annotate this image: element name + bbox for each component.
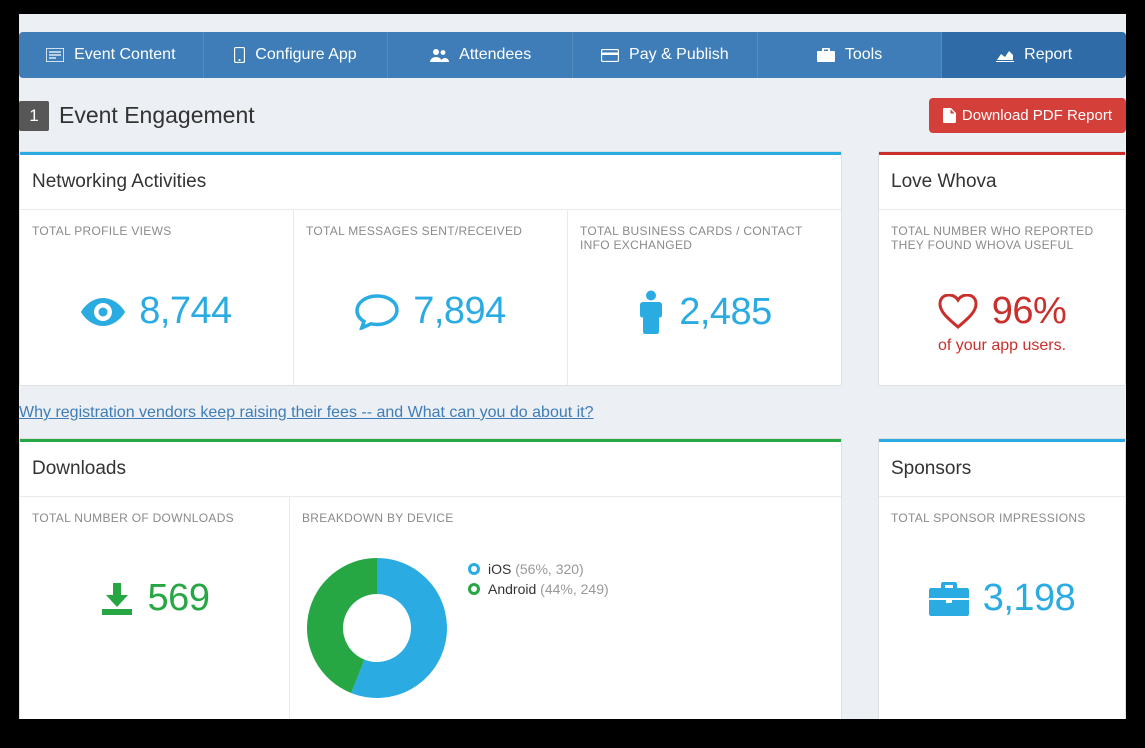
downloads-panel: Downloads TOTAL NUMBER OF DOWNLOADS 569 … xyxy=(19,438,842,719)
legend-label: iOS (56%, 320) xyxy=(488,561,584,577)
download-pdf-label: Download PDF Report xyxy=(962,107,1112,124)
love-subtext: of your app users. xyxy=(891,337,1113,355)
tab-label: Attendees xyxy=(459,46,531,64)
step-badge: 1 xyxy=(19,101,49,131)
legend-item-ios: iOS (56%, 320) xyxy=(468,561,609,577)
downloads-total-value: 569 xyxy=(148,577,210,620)
card-icon xyxy=(601,49,619,62)
chart-icon xyxy=(996,48,1014,62)
phone-icon xyxy=(234,47,245,63)
sponsors-panel: Sponsors TOTAL SPONSOR IMPRESSIONS 3,198 xyxy=(878,438,1126,719)
device-donut-chart xyxy=(302,553,452,703)
stat-label: TOTAL MESSAGES SENT/RECEIVED xyxy=(306,224,555,256)
tab-tools[interactable]: Tools xyxy=(758,32,943,78)
legend-swatch xyxy=(468,563,480,575)
tab-attendees[interactable]: Attendees xyxy=(388,32,573,78)
person-icon xyxy=(637,290,665,334)
networking-title: Networking Activities xyxy=(20,155,841,210)
legend-item-android: Android (44%, 249) xyxy=(468,581,609,597)
love-label: TOTAL NUMBER WHO REPORTED THEY FOUND WHO… xyxy=(891,224,1113,256)
sponsors-value: 3,198 xyxy=(983,577,1076,620)
pdf-icon xyxy=(943,108,956,123)
download-icon xyxy=(100,583,134,615)
legend-label: Android (44%, 249) xyxy=(488,581,609,597)
stat-cell: TOTAL MESSAGES SENT/RECEIVED 7,894 xyxy=(294,210,568,385)
downloads-title: Downloads xyxy=(20,442,841,497)
users-icon xyxy=(429,48,449,62)
sponsors-label: TOTAL SPONSOR IMPRESSIONS xyxy=(891,511,1113,543)
tab-configure-app[interactable]: Configure App xyxy=(204,32,389,78)
networking-panel: Networking Activities TOTAL PROFILE VIEW… xyxy=(19,151,842,386)
stat-value: 8,744 xyxy=(139,290,232,333)
stat-value: 7,894 xyxy=(413,290,506,333)
love-whova-title: Love Whova xyxy=(879,155,1125,210)
stat-value: 2,485 xyxy=(679,291,772,334)
tab-event-content[interactable]: Event Content xyxy=(19,32,204,78)
downloads-total-label: TOTAL NUMBER OF DOWNLOADS xyxy=(32,511,277,543)
heart-icon xyxy=(938,294,978,330)
stat-label: TOTAL BUSINESS CARDS / CONTACT INFO EXCH… xyxy=(580,224,829,256)
legend-swatch xyxy=(468,583,480,595)
tab-report[interactable]: Report xyxy=(942,32,1126,78)
tab-label: Configure App xyxy=(255,46,356,64)
briefcase-icon xyxy=(929,582,969,616)
tab-pay-publish[interactable]: Pay & Publish xyxy=(573,32,758,78)
stat-cell: TOTAL BUSINESS CARDS / CONTACT INFO EXCH… xyxy=(568,210,841,385)
stat-label: TOTAL PROFILE VIEWS xyxy=(32,224,281,256)
download-pdf-button[interactable]: Download PDF Report xyxy=(929,98,1126,133)
breakdown-label: BREAKDOWN BY DEVICE xyxy=(302,511,829,543)
tab-label: Pay & Publish xyxy=(629,46,729,64)
page-title: Event Engagement xyxy=(59,102,255,129)
sponsors-title: Sponsors xyxy=(879,442,1125,497)
love-whova-panel: Love Whova TOTAL NUMBER WHO REPORTED THE… xyxy=(878,151,1126,386)
stat-cell: TOTAL PROFILE VIEWS 8,744 xyxy=(20,210,294,385)
toolbox-icon xyxy=(817,48,835,62)
tab-label: Event Content xyxy=(74,46,175,64)
love-value: 96% xyxy=(992,290,1067,333)
content-icon xyxy=(46,48,64,62)
bubble-icon xyxy=(355,294,399,330)
tab-label: Tools xyxy=(845,46,882,64)
promo-link[interactable]: Why registration vendors keep raising th… xyxy=(19,404,594,421)
eye-icon xyxy=(81,298,125,326)
tab-label: Report xyxy=(1024,46,1072,64)
